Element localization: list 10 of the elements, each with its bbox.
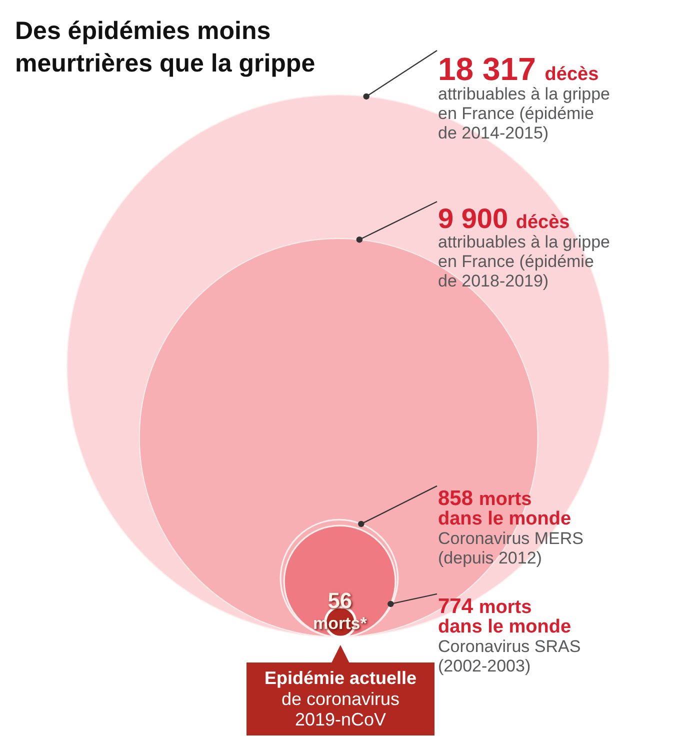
category-label: Coronavirus SRAS (2002-2003) — [438, 637, 581, 676]
data-label: 9 900 décès — [438, 203, 570, 234]
category-label: Epidémie actuelle de coronavirus 2019-nCoV — [264, 668, 417, 730]
category-label: Coronavirus MERS (depuis 2012) — [438, 529, 584, 568]
data-label: 858 morts dans le monde — [438, 487, 572, 530]
category-label: attribuables à la grippe en France (épidémie de 2014-2015) — [438, 84, 610, 142]
text: Des épidémies moins meurtrières que la grippe — [15, 17, 316, 78]
data-label: 18 317 décès — [438, 51, 599, 87]
category-label: attribuables à la grippe en France (épidémie de 2018-2019) — [438, 232, 610, 290]
data-label: 774 morts dans le monde — [438, 595, 572, 638]
